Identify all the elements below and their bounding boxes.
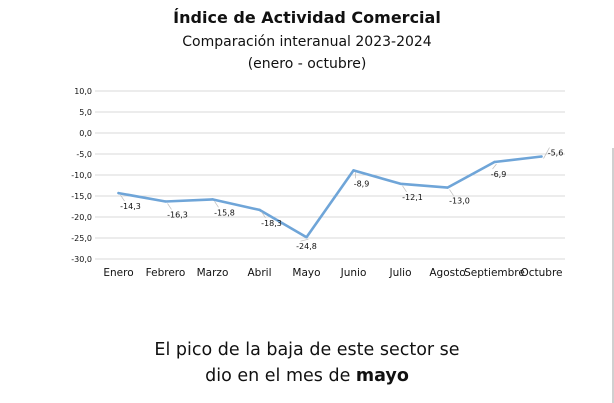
data-point: [399, 182, 402, 186]
data-point: [305, 235, 308, 239]
chart-subtitle-line-2: (enero - octubre): [247, 56, 367, 72]
data-point: [117, 191, 120, 195]
caption-line-2-prefix: dio en el mes de: [205, 366, 356, 386]
x-axis-tick-labels: Enero Febrero Marzo Abril Mayo Junio Julio Agos…: [103, 267, 562, 279]
data-label: -16,3: [167, 210, 188, 219]
caption-line-1: El pico de la baja de este sector se: [154, 340, 460, 360]
chart-subtitle-line-1: Comparación interanual 2023-2024: [182, 34, 432, 50]
data-label-leader: [120, 194, 125, 202]
y-tick-label: -15,0: [71, 192, 92, 201]
data-point: [540, 155, 543, 158]
x-tick-label: Mayo: [292, 267, 320, 279]
line-chart: 10,05,00,0-5,0-10,0-15,0-20,0-25,0-30,0 …: [71, 87, 565, 279]
data-label-leader: [261, 211, 266, 219]
caption: El pico de la baja de este sector se dio…: [0, 337, 614, 389]
data-point: [493, 160, 496, 164]
data-label-leader: [167, 203, 172, 210]
data-label: -8,9: [354, 179, 370, 188]
y-tick-label: 0,0: [79, 129, 92, 138]
data-label: -24,8: [296, 242, 317, 251]
data-label: -6,9: [491, 170, 507, 179]
data-label-leader: [543, 147, 550, 159]
data-label: -15,8: [214, 208, 235, 217]
data-label-leader: [402, 185, 407, 193]
x-tick-label: Julio: [388, 267, 411, 279]
x-tick-label: Enero: [103, 267, 133, 279]
x-tick-label: Febrero: [146, 267, 186, 279]
x-tick-label: Abril: [248, 267, 272, 279]
y-tick-label: -25,0: [71, 234, 92, 243]
series-layer: [117, 155, 543, 239]
data-label: -18,3: [261, 219, 282, 228]
data-point: [352, 169, 355, 172]
y-tick-label: -30,0: [71, 255, 92, 264]
y-axis-tick-labels: 10,0 5,0 0,0 -5,0 -10,0 -15,0 -20,0 -25,0 -30,0: [71, 87, 92, 264]
data-label: -13,0: [449, 197, 470, 206]
chart-title: Índice de Actividad Comercial: [173, 8, 441, 27]
data-point: [164, 200, 167, 203]
y-tick-label: 10,0: [74, 87, 92, 96]
x-tick-label: Junio: [340, 267, 367, 279]
y-tick-label: -10,0: [71, 171, 92, 180]
x-tick-label: Septiembre: [464, 267, 525, 279]
data-label: -14,3: [120, 202, 141, 211]
y-tick-label: -5,0: [76, 150, 92, 159]
data-label-leader: [492, 163, 497, 170]
data-label-leader: [449, 189, 454, 196]
x-tick-label: Octubre: [520, 267, 562, 279]
data-point: [211, 198, 214, 201]
page-edge-divider: [612, 148, 614, 403]
y-tick-label: 5,0: [79, 108, 92, 117]
data-label-leader: [214, 201, 219, 208]
data-point: [258, 208, 261, 212]
data-point: [446, 186, 449, 189]
data-label-layer: -14,3 -16,3 -15,8 -18,3 -24,8 -8,9 -12,1 -13,0 -…: [120, 147, 564, 251]
caption-line-2: dio en el mes de mayo: [0, 363, 614, 389]
data-label-leader: [300, 238, 309, 242]
x-tick-label: Marzo: [197, 267, 229, 279]
grid-layer: [95, 90, 565, 260]
data-label: -12,1: [402, 193, 423, 202]
series-line: [117, 155, 543, 239]
data-label: -5,6: [548, 149, 564, 158]
caption-highlight: mayo: [355, 366, 409, 386]
y-tick-label: -20,0: [71, 213, 92, 222]
x-tick-label: Agosto: [429, 267, 465, 279]
